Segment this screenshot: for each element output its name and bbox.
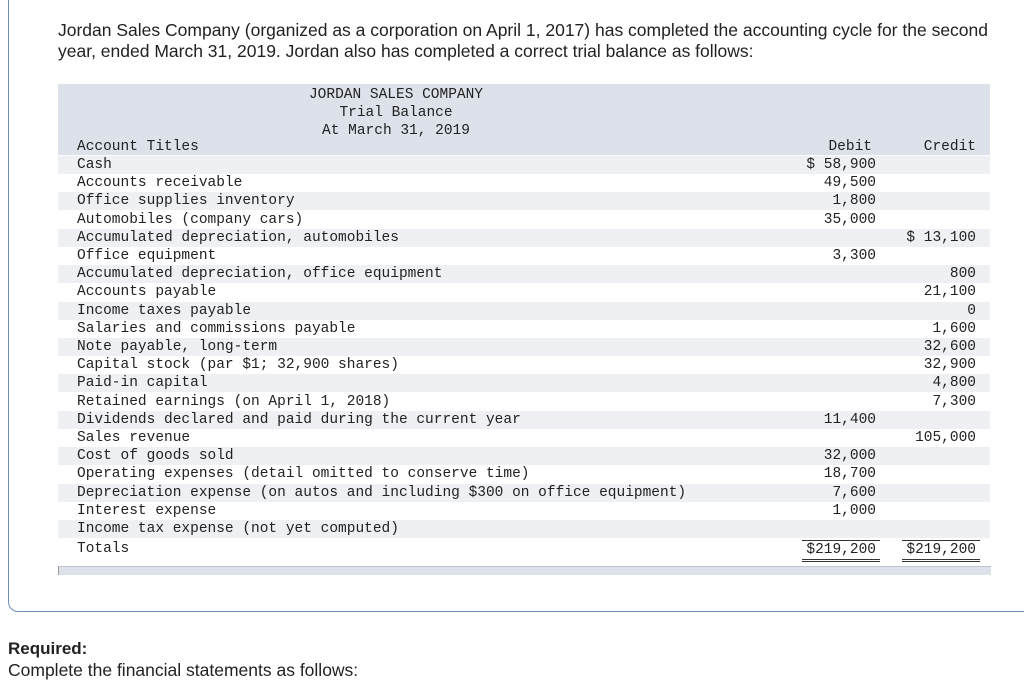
row-account: Office supplies inventory	[77, 193, 295, 210]
row-credit: 21,100	[923, 284, 976, 301]
row-account: Capital stock (par $1; 32,900 shares)	[77, 357, 399, 374]
row-credit: 32,900	[923, 357, 976, 374]
row-credit: $ 13,100	[906, 229, 976, 246]
table-row: Automobiles (company cars) 35,000	[58, 211, 990, 229]
row-account: Income taxes payable	[77, 302, 252, 319]
row-account: Salaries and commissions payable	[77, 320, 356, 337]
row-debit: 49,500	[823, 175, 876, 192]
row-account: Accounts payable	[77, 284, 217, 301]
table-row: Office equipment 3,300	[58, 247, 990, 265]
row-account: Dividends declared and paid during the c…	[77, 411, 521, 428]
row-debit: 1,000	[832, 502, 876, 519]
column-header-row: Account Titles Debit Credit	[58, 138, 990, 156]
company-name: JORDAN SALES COMPANY	[308, 87, 484, 103]
required-label: Required:	[8, 639, 88, 658]
row-debit: 18,700	[823, 466, 876, 483]
row-account: Note payable, long-term	[77, 339, 278, 355]
instruction-text: Complete the financial statements as fol…	[8, 660, 359, 680]
column-header-credit: Credit	[923, 139, 976, 155]
row-account: Income tax expense (not yet computed)	[77, 521, 399, 537]
table-row: Note payable, long-term 32,600	[58, 338, 990, 356]
trial-balance-table: JORDAN SALES COMPANY Trial Balance At Ma…	[58, 84, 991, 575]
problem-intro: Jordan Sales Company (organized as a cor…	[58, 20, 988, 61]
row-account: Sales revenue	[77, 430, 191, 446]
row-account: Accumulated depreciation, automobiles	[77, 229, 399, 246]
row-debit: 11,400	[823, 411, 876, 428]
table-row: Capital stock (par $1; 32,900 shares) 32,…	[58, 356, 990, 374]
table-row: Interest expense 1,000	[58, 502, 990, 520]
row-account: Interest expense	[77, 502, 217, 519]
row-account: Cost of goods sold	[77, 448, 234, 465]
row-debit: 7,600	[832, 484, 876, 501]
table-row: Income taxes payable 0	[58, 301, 990, 320]
totals-debit: $219,200	[802, 540, 880, 562]
row-account: Paid-in capital	[77, 375, 208, 392]
row-debit: 3,300	[832, 248, 876, 264]
table-row: Cash $ 58,900	[58, 156, 990, 174]
table-row: Income tax expense (not yet computed)	[58, 520, 990, 538]
row-account: Depreciation expense (on autos and inclu…	[77, 484, 687, 501]
trial-balance-header: JORDAN SALES COMPANY Trial Balance At Ma…	[58, 84, 990, 155]
column-header-account: Account Titles	[77, 139, 199, 155]
table-row: Cost of goods sold 32,000	[58, 447, 990, 466]
table-row: Accounts payable 21,100	[58, 283, 990, 301]
totals-row: Totals $219,200 $219,200	[58, 540, 990, 562]
table-bottom-bar	[58, 566, 991, 575]
column-header-debit: Debit	[828, 139, 872, 155]
row-credit: 1,600	[932, 320, 976, 337]
row-account: Retained earnings (on April 1, 2018)	[77, 393, 391, 410]
table-row: Accumulated depreciation, automobiles $ 1…	[58, 228, 990, 247]
table-row: Accounts receivable 49,500	[58, 174, 990, 192]
row-account: Operating expenses (detail omitted to co…	[77, 466, 530, 483]
table-row: Accumulated depreciation, office equipme…	[58, 265, 990, 284]
row-credit: 800	[949, 266, 976, 283]
row-account: Office equipment	[77, 248, 217, 264]
row-credit: 0	[967, 302, 976, 319]
row-account: Automobiles (company cars)	[77, 211, 304, 228]
row-account: Accounts receivable	[77, 175, 243, 192]
table-row: Salaries and commissions payable 1,600	[58, 320, 990, 338]
table-row: Depreciation expense (on autos and inclu…	[58, 483, 990, 502]
statement-date: At March 31, 2019	[322, 123, 470, 139]
row-debit: 32,000	[823, 448, 876, 465]
table-row: Operating expenses (detail omitted to co…	[58, 465, 990, 483]
row-credit: 4,800	[932, 375, 976, 392]
row-credit: 7,300	[932, 393, 976, 410]
question-card	[8, 0, 1024, 612]
table-row: Paid-in capital 4,800	[58, 374, 990, 393]
table-row: Dividends declared and paid during the c…	[58, 410, 990, 429]
row-debit: $ 58,900	[806, 157, 876, 173]
row-debit: 35,000	[823, 211, 876, 228]
row-account: Accumulated depreciation, office equipme…	[77, 266, 443, 283]
table-row: Sales revenue 105,000	[58, 429, 990, 447]
row-credit: 105,000	[915, 430, 976, 446]
trial-balance-title-block: JORDAN SALES COMPANY Trial Balance At Ma…	[58, 86, 734, 140]
table-row: Office supplies inventory 1,800	[58, 192, 990, 211]
row-credit: 32,600	[923, 339, 976, 355]
statement-title: Trial Balance	[339, 105, 453, 121]
table-row: Retained earnings (on April 1, 2018) 7,30…	[58, 393, 990, 411]
row-debit: 1,800	[832, 193, 876, 210]
totals-credit: $219,200	[902, 540, 980, 562]
totals-label: Totals	[77, 541, 130, 557]
row-account: Cash	[77, 157, 112, 173]
